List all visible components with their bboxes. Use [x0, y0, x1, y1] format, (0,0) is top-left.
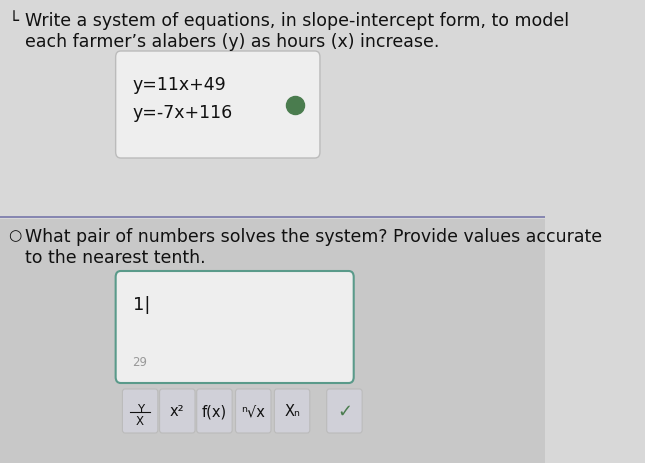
FancyBboxPatch shape — [115, 271, 353, 383]
FancyBboxPatch shape — [123, 389, 158, 433]
Text: to the nearest tenth.: to the nearest tenth. — [25, 249, 206, 266]
Text: 29: 29 — [132, 355, 148, 368]
Text: ○: ○ — [8, 227, 22, 243]
FancyBboxPatch shape — [274, 389, 310, 433]
Text: x²: x² — [170, 404, 184, 419]
Text: ⁿ√x: ⁿ√x — [241, 404, 265, 419]
Text: What pair of numbers solves the system? Provide values accurate: What pair of numbers solves the system? … — [25, 227, 602, 245]
Text: y=-7x+116: y=-7x+116 — [132, 104, 233, 122]
Text: Xₙ: Xₙ — [284, 404, 300, 419]
Text: X: X — [136, 414, 144, 427]
Text: f(x): f(x) — [202, 404, 227, 419]
FancyBboxPatch shape — [115, 52, 320, 159]
Text: Y: Y — [137, 402, 144, 415]
Text: Write a system of equations, in slope-intercept form, to model: Write a system of equations, in slope-in… — [25, 12, 570, 30]
Text: └: └ — [8, 12, 19, 30]
FancyBboxPatch shape — [159, 389, 195, 433]
Text: ✓: ✓ — [337, 402, 352, 420]
Text: each farmer’s alabers (y) as hours (x) increase.: each farmer’s alabers (y) as hours (x) i… — [25, 33, 440, 51]
Text: 1|: 1| — [132, 295, 150, 313]
FancyBboxPatch shape — [197, 389, 232, 433]
FancyBboxPatch shape — [0, 0, 544, 219]
FancyBboxPatch shape — [235, 389, 271, 433]
FancyBboxPatch shape — [0, 219, 544, 463]
Text: y=11x+49: y=11x+49 — [132, 76, 226, 94]
FancyBboxPatch shape — [327, 389, 362, 433]
